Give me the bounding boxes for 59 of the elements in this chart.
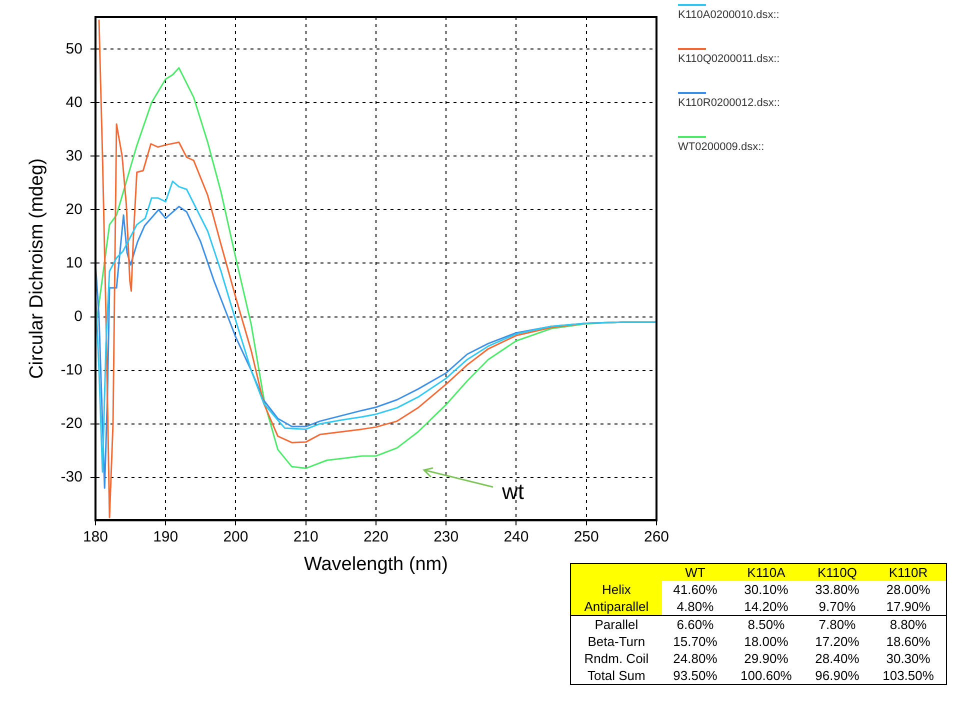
text: 8.50% [748,617,785,632]
x-tick-label: 230 [434,528,459,546]
category-label: Beta-Turn [588,634,646,649]
x-tick-label: 200 [223,528,248,546]
y-tick-label: 10 [66,254,82,272]
text: 4.80% [676,599,714,614]
text: 17.90% [886,599,930,614]
text: 9.70% [818,599,856,614]
y-tick-label: 30 [66,147,82,164]
text: 100.60% [740,668,792,683]
x-tick-label: 180 [82,528,108,546]
x-tick-label: 220 [363,528,388,546]
x-axis-title: Wavelength (nm) [304,554,448,575]
category-label: K110Q [804,564,871,581]
text: 29.90% [744,651,788,666]
legend-label: WT0200009.dsx:: [678,141,766,153]
text: 6.60% [676,617,714,632]
x-tick-label: 250 [574,528,599,546]
x-tick-label: 260 [644,528,669,546]
y-tick-label: 50 [66,40,82,58]
text: 41.60% [673,582,718,597]
y-tick-label: -30 [60,468,82,486]
text: 33.80% [815,582,860,597]
y-tick-label: -20 [60,414,82,432]
text: 93.50% [673,668,718,683]
category-label: K110A [728,564,804,581]
text: 17.20% [815,634,860,649]
x-tick-label: 210 [293,528,318,546]
text: 103.50% [882,668,934,683]
category-label: Antiparallel [584,599,649,614]
category-label: Total Sum [588,668,646,683]
category-label: Helix [602,582,631,597]
annotation: wt [502,478,524,506]
y-tick-label: -10 [60,361,82,378]
text: 7.80% [818,617,856,632]
text: 18.00% [744,634,788,649]
y-tick-label: 20 [66,200,82,218]
text: 28.00% [886,582,930,597]
text: 30.30% [886,651,930,666]
text: 24.80% [673,651,718,666]
text: 96.90% [815,668,860,683]
y-tick-label: 0 [74,308,82,325]
x-tick-label: 190 [153,528,178,546]
legend-label: K110A0200010.dsx:: [678,9,780,21]
legend-label: K110R0200012.dsx:: [678,97,781,109]
category-label: Rndm. Coil [584,651,649,666]
category-label: WT [662,564,729,581]
category-label: K110R [870,564,946,581]
text: 15.70% [673,634,718,649]
y-axis-title: Circular Dichroism (mdeg) [26,158,48,379]
category-label: Parallel [594,617,638,632]
y-tick-label: 40 [66,94,82,111]
text: 30.10% [744,582,788,597]
text: 28.40% [815,651,860,666]
legend-label: K110Q0200011.dsx:: [678,53,781,65]
text: 8.80% [890,617,927,632]
x-tick-label: 240 [504,528,529,546]
text: 14.20% [744,599,788,614]
text: 18.60% [886,634,930,649]
